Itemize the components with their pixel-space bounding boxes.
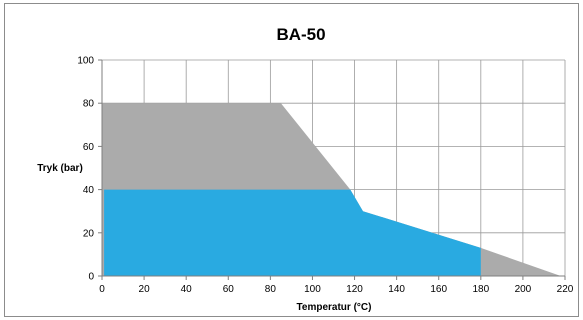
area-series-2 (104, 189, 481, 276)
y-tick-label-80: 80 (83, 99, 95, 110)
x-axis-label: Temperatur (°C) (297, 302, 372, 313)
y-tick-label-100: 100 (77, 56, 94, 67)
y-tick-label-0: 0 (88, 272, 94, 283)
area-layer (102, 103, 561, 276)
y-axis-label: Tryk (bar) (37, 163, 83, 174)
axis-layer: 0 20 40 60 80 100 0 20 40 60 80 100 120 140 160 180 200 2… (77, 56, 573, 296)
x-tick-label-80: 80 (265, 284, 277, 295)
x-tick-label-180: 180 (472, 284, 489, 295)
x-tick-label-120: 120 (346, 284, 363, 295)
x-tick-label-140: 140 (388, 284, 405, 295)
x-tick-label-100: 100 (304, 284, 321, 295)
x-tick-label-20: 20 (139, 284, 151, 295)
x-tick-label-220: 220 (557, 284, 574, 295)
x-tick-label-60: 60 (223, 284, 235, 295)
x-tick-label-160: 160 (430, 284, 447, 295)
chart-title: BA-50 (276, 25, 325, 44)
x-tick-label-200: 200 (515, 284, 532, 295)
y-tick-label-20: 20 (83, 228, 95, 239)
x-tick-label-0: 0 (99, 284, 105, 295)
x-tick-label-40: 40 (181, 284, 193, 295)
y-tick-label-40: 40 (83, 185, 95, 196)
y-tick-label-60: 60 (83, 142, 95, 153)
